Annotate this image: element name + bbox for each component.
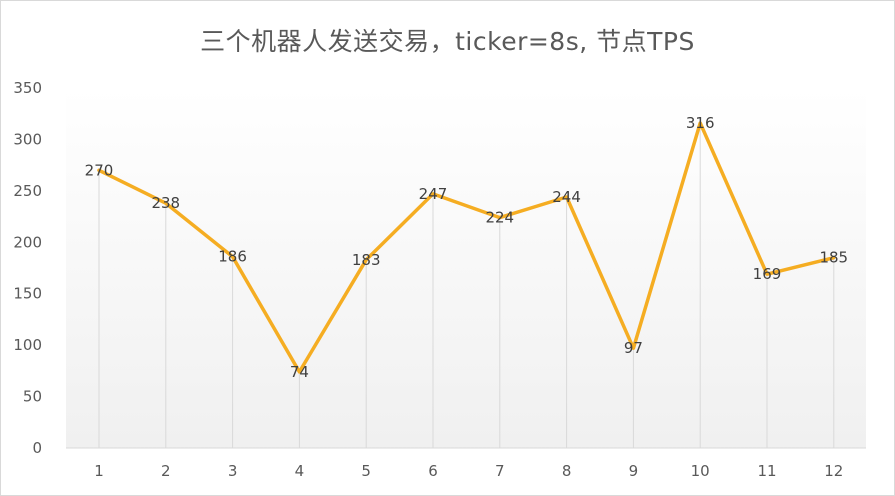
data-labels: 270 238 186 74 183 247 224 244 97 316 169 185 (85, 114, 848, 381)
x-tick-label: 8 (562, 462, 572, 480)
data-label: 244 (552, 188, 581, 206)
plot-area (66, 88, 866, 448)
x-tick-label: 3 (228, 462, 238, 480)
x-tick-label: 6 (428, 462, 438, 480)
data-label: 224 (485, 209, 514, 227)
data-label: 247 (419, 185, 448, 203)
y-tick-label: 100 (13, 336, 42, 354)
y-tick-label: 250 (13, 182, 42, 200)
x-tick-label: 10 (691, 462, 710, 480)
y-tick-label: 50 (23, 388, 42, 406)
y-axis-ticks: 0 50 100 150 200 250 300 350 (13, 79, 42, 457)
x-tick-label: 4 (295, 462, 305, 480)
y-tick-label: 150 (13, 285, 42, 303)
y-tick-label: 200 (13, 233, 42, 251)
x-tick-label: 2 (161, 462, 171, 480)
y-tick-label: 350 (13, 79, 42, 97)
x-tick-label: 11 (757, 462, 776, 480)
data-label: 74 (290, 363, 309, 381)
chart-title: 三个机器人发送交易，ticker=8s, 节点TPS (200, 27, 695, 56)
data-label: 183 (352, 251, 381, 269)
x-tick-label: 7 (495, 462, 505, 480)
y-tick-label: 0 (32, 439, 42, 457)
x-tick-label: 5 (361, 462, 371, 480)
x-tick-label: 9 (629, 462, 639, 480)
data-label: 186 (218, 248, 247, 266)
series-line (97, 121, 836, 374)
x-tick-label: 1 (94, 462, 104, 480)
data-label: 169 (753, 265, 782, 283)
data-label: 316 (686, 114, 715, 132)
data-label: 238 (151, 194, 180, 212)
x-tick-label: 12 (824, 462, 843, 480)
drop-lines (66, 122, 866, 449)
y-tick-label: 300 (13, 130, 42, 148)
data-label: 185 (819, 249, 848, 267)
x-axis-ticks: 1 2 3 4 5 6 7 8 9 10 11 12 (94, 462, 843, 480)
data-label: 270 (85, 161, 114, 179)
data-label: 97 (624, 339, 643, 357)
